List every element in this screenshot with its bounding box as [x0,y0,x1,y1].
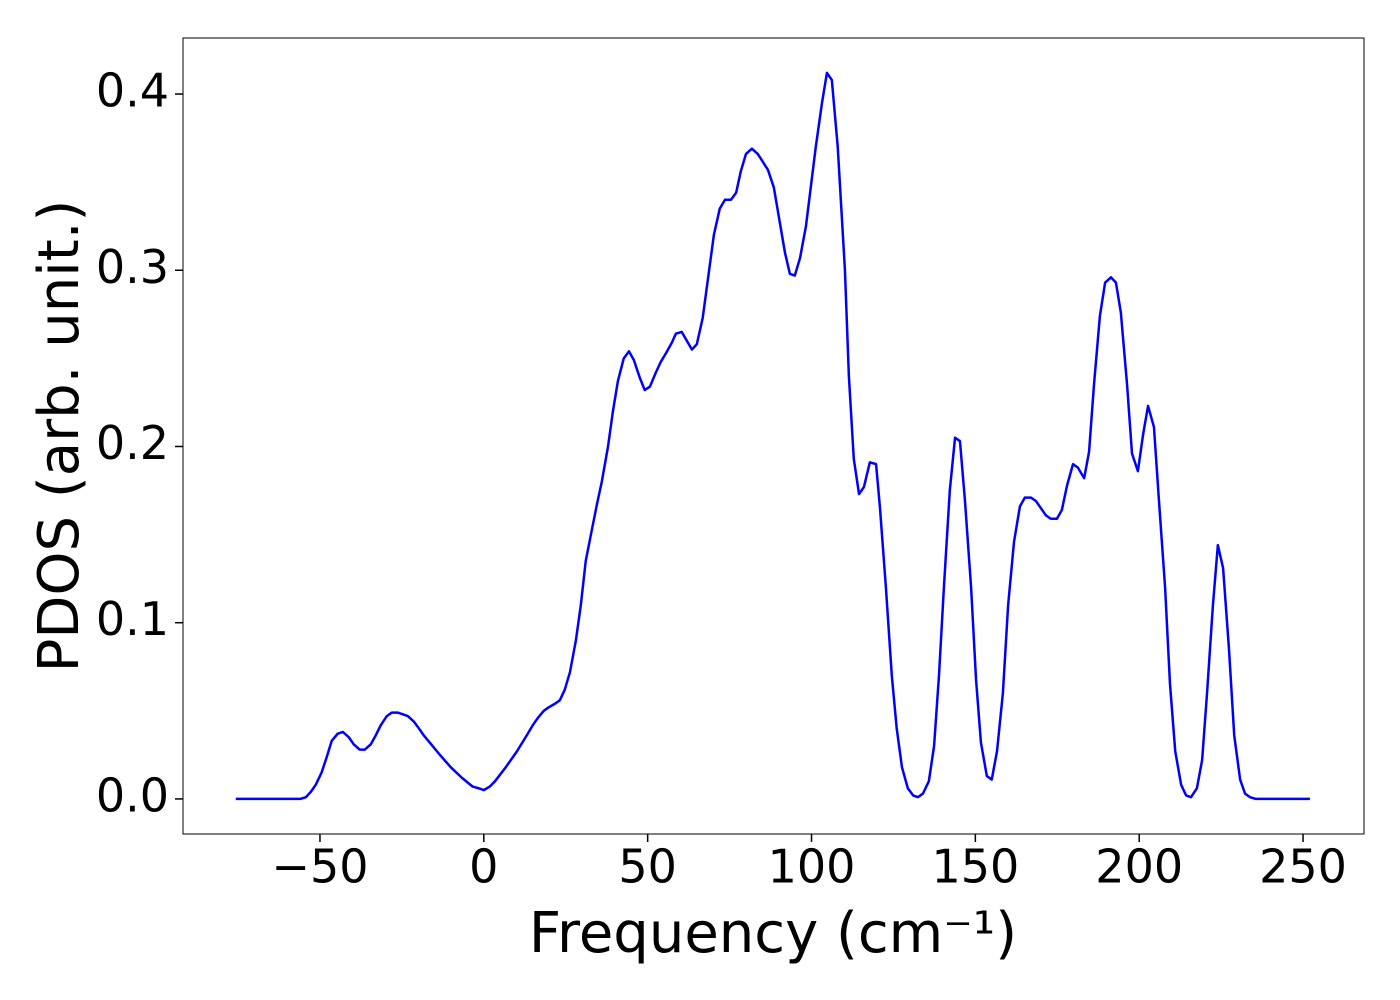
x-tick-label: 150 [931,840,1019,894]
y-tick-label: 0.1 [96,592,169,646]
x-tick-label: −50 [271,840,368,894]
y-axis-label: PDOS (arb. unit.) [27,200,92,673]
y-tick-label: 0.0 [96,768,169,822]
x-tick-label: 0 [469,840,498,894]
x-tick-label: 100 [768,840,856,894]
plot-frame [182,37,1365,835]
y-tick-label: 0.3 [96,240,169,294]
x-tick-label: 250 [1259,840,1347,894]
y-tick-label: 0.4 [96,64,169,118]
x-axis-label: Frequency (cm⁻¹) [529,901,1017,966]
data-line [235,71,1310,801]
x-tick-label: 200 [1095,840,1183,894]
y-tick-label: 0.2 [96,416,169,470]
x-tick-label: 50 [618,840,677,894]
